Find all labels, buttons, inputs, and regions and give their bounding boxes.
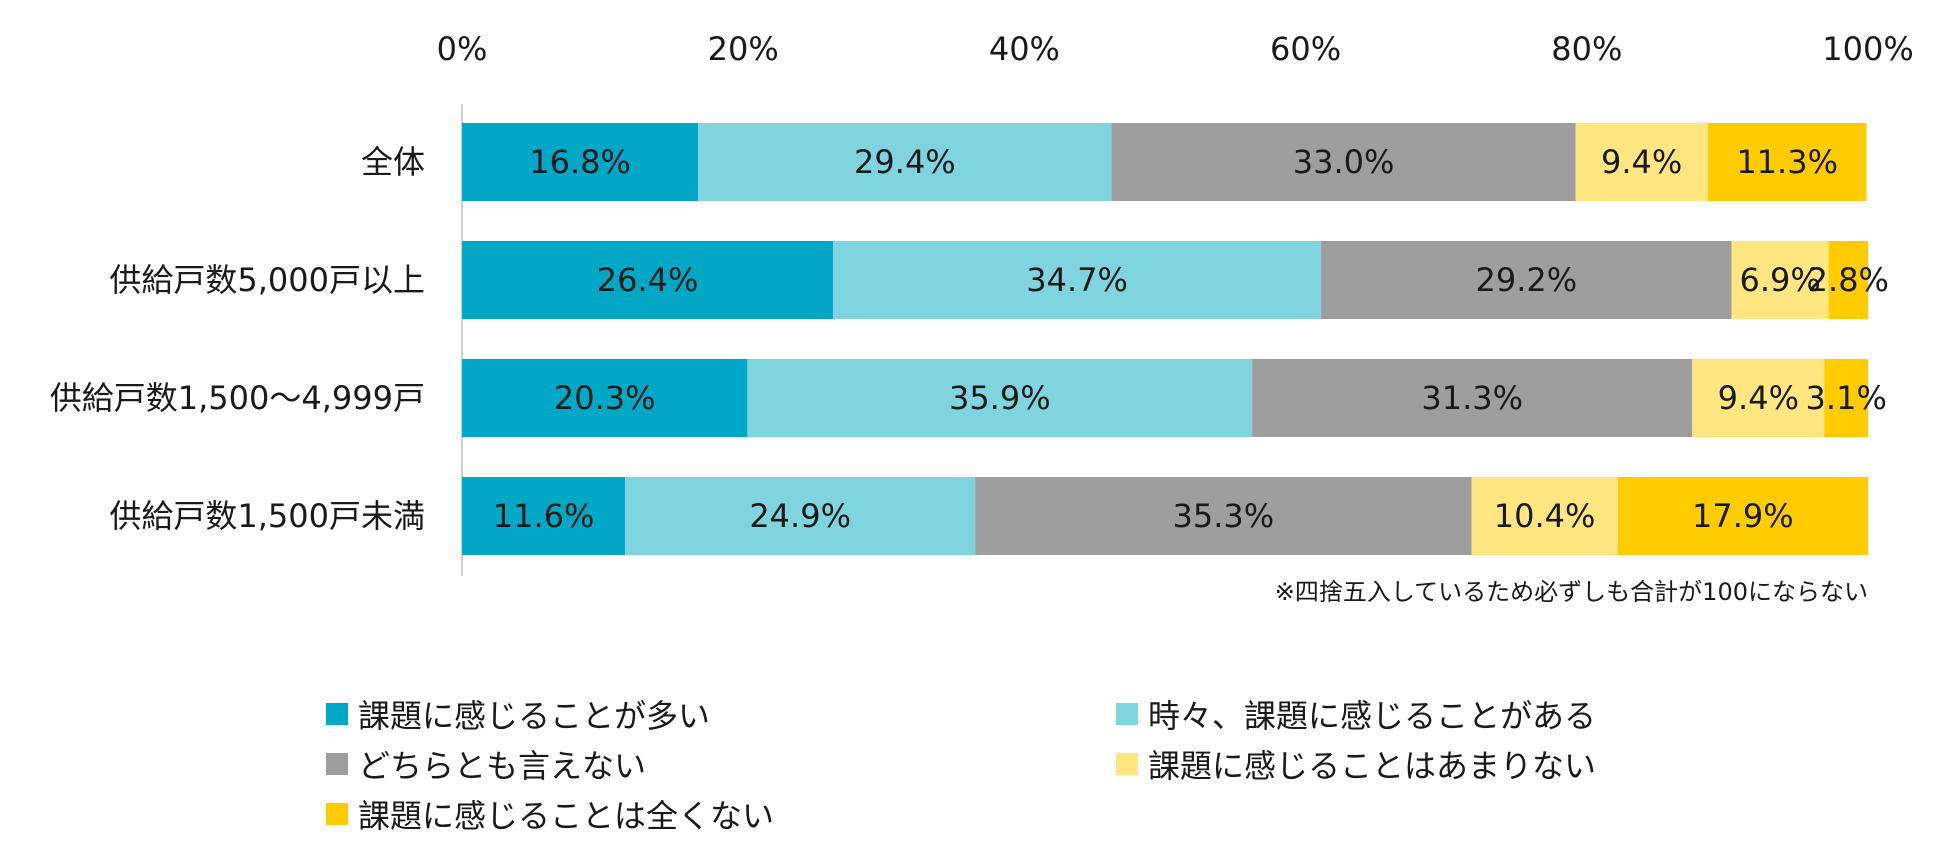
data-label: 35.3% [1173,497,1275,535]
legend-item: どちらとも言えない [326,742,1116,786]
bar-segment [462,123,699,201]
category-label: 供給戸数1,500～4,999戸 [50,379,425,417]
bar-segment [833,241,1322,319]
bar-segment [1731,241,1829,319]
bar-segment [747,359,1253,437]
data-label: 9.4% [1601,143,1682,181]
data-label: 3.1% [1806,379,1887,417]
x-axis-ticks: 0% 20% 40% 60% 80% 100% [437,30,1914,68]
bar-segment [1824,359,1868,437]
data-label: 24.9% [749,497,851,535]
legend-item: 課題に感じることはあまりない [1116,742,1716,786]
value-labels: 16.8% 29.4% 33.0% 9.4% 11.3% 26.4% 34.7% 29.2% 6… [493,143,1889,535]
legend-label: どちらとも言えない [358,747,647,785]
legend-item: 時々、課題に感じることがある [1116,692,1716,736]
legend-swatch [1116,753,1138,775]
data-label: 11.3% [1736,143,1838,181]
bar-segment [1707,123,1867,201]
legend-swatch [326,803,348,825]
data-label: 17.9% [1692,497,1794,535]
data-label: 9.4% [1718,379,1799,417]
category-label: 供給戸数5,000戸以上 [109,261,425,299]
x-tick-label: 0% [437,30,488,68]
bar-segment [462,359,748,437]
data-label: 34.7% [1026,261,1128,299]
rounding-note: ※四捨五入しているため必ずしも合計が100にならない [1275,578,1868,606]
data-label: 26.4% [597,261,699,299]
data-label: 33.0% [1293,143,1395,181]
data-label: 29.2% [1476,261,1578,299]
data-label: 6.9% [1739,261,1820,299]
x-tick-label: 40% [989,30,1060,68]
bar-segment [1575,123,1708,201]
data-label: 16.8% [529,143,631,181]
x-tick-label: 80% [1551,30,1622,68]
bar-segment [1692,359,1825,437]
bar-segments [462,123,1868,555]
bar-segment [1471,477,1618,555]
data-label: 31.3% [1421,379,1523,417]
x-tick-label: 60% [1270,30,1341,68]
data-label: 10.4% [1494,497,1596,535]
legend-label: 課題に感じることはあまりない [1148,747,1597,785]
legend-swatch [326,753,348,775]
bar-segment [462,477,626,555]
data-label: 35.9% [949,379,1051,417]
data-label: 11.6% [493,497,595,535]
bar-segment [1321,241,1732,319]
legend-swatch [1116,703,1138,725]
category-label: 全体 [361,143,425,181]
bar-segment [462,241,834,319]
legend-item: 課題に感じることが多い [326,692,1116,736]
legend-label: 時々、課題に感じることがある [1148,697,1597,735]
x-tick-label: 20% [708,30,779,68]
stacked-bar-chart: 0% 20% 40% 60% 80% 100% 全体供給戸数5,000戸以上供給戸数1,5… [50,30,1914,606]
legend-label: 課題に感じることが多い [358,697,711,735]
category-labels: 全体供給戸数5,000戸以上供給戸数1,500～4,999戸供給戸数1,500戸… [50,143,425,535]
legend-item: 課題に感じることは全くない [326,792,1116,836]
bar-segment [975,477,1472,555]
bar-segment [698,123,1112,201]
x-tick-label: 100% [1822,30,1913,68]
bar-segment [625,477,976,555]
legend-label: 課題に感じることは全くない [358,797,775,835]
bar-segment [1252,359,1693,437]
data-label: 20.3% [554,379,656,417]
bar-segment [1617,477,1868,555]
legend-swatch [326,703,348,725]
category-label: 供給戸数1,500戸未満 [109,497,425,535]
data-label: 29.4% [854,143,956,181]
legend: 課題に感じることが多い 時々、課題に感じることがある どちらとも言えない 課題に感じる… [326,692,1726,836]
bar-segment [1828,241,1868,319]
bar-segment [1111,123,1576,201]
data-label: 2.8% [1808,261,1889,299]
